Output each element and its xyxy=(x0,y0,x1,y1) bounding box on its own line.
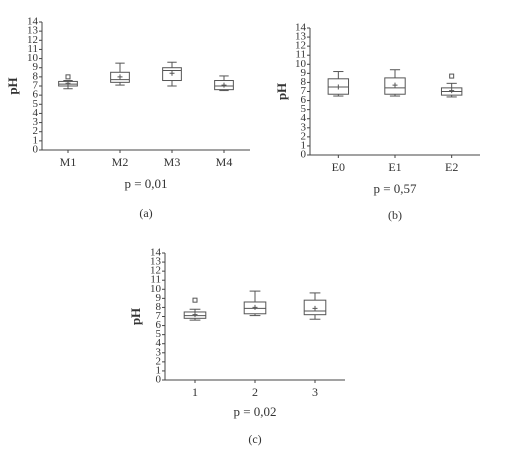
y-tick-label: 6 xyxy=(33,89,39,101)
y-axis-label: pH xyxy=(128,308,143,325)
y-tick-label: 0 xyxy=(301,149,307,161)
outlier xyxy=(65,74,71,80)
annotation: p = 0,57 xyxy=(373,181,417,196)
y-axis-label: pH xyxy=(274,83,289,100)
y-tick-label: 10 xyxy=(295,58,307,70)
y-tick-label: 14 xyxy=(150,247,162,259)
x-tick-label: M4 xyxy=(216,155,233,169)
y-tick-label: 5 xyxy=(33,98,39,110)
y-tick-label: 2 xyxy=(33,125,39,137)
x-tick-label: M3 xyxy=(164,155,181,169)
y-tick-label: 13 xyxy=(150,256,162,268)
y-tick-label: 7 xyxy=(33,80,39,92)
y-tick-label: 0 xyxy=(156,374,162,386)
y-tick-label: 5 xyxy=(156,328,162,340)
mean-marker xyxy=(221,82,227,88)
x-tick-label: 1 xyxy=(192,385,198,399)
y-tick-label: 12 xyxy=(295,40,306,52)
caption: (c) xyxy=(248,432,261,446)
mean-marker xyxy=(312,305,318,311)
y-tick-label: 7 xyxy=(301,85,307,97)
mean-marker xyxy=(252,304,258,310)
x-tick-label: M2 xyxy=(112,155,129,169)
y-tick-label: 13 xyxy=(295,31,307,43)
y-tick-label: 7 xyxy=(156,310,162,322)
y-tick-label: 8 xyxy=(301,76,307,88)
y-tick-label: 0 xyxy=(33,144,39,156)
y-tick-label: 14 xyxy=(295,22,307,34)
y-tick-label: 11 xyxy=(295,49,306,61)
outlier xyxy=(449,73,455,79)
mean-marker xyxy=(117,74,123,80)
y-tick-label: 9 xyxy=(156,292,162,304)
annotation: p = 0,02 xyxy=(233,404,276,419)
x-tick-label: 3 xyxy=(312,385,318,399)
y-tick-label: 12 xyxy=(27,34,38,46)
caption: (b) xyxy=(388,208,402,222)
mean-marker xyxy=(65,80,71,86)
y-tick-label: 14 xyxy=(27,16,39,28)
mean-marker xyxy=(192,312,198,318)
y-tick-label: 2 xyxy=(301,130,307,142)
y-tick-label: 4 xyxy=(301,112,307,124)
y-tick-label: 4 xyxy=(156,337,162,349)
y-tick-label: 6 xyxy=(156,319,162,331)
y-tick-label: 10 xyxy=(150,283,162,295)
y-tick-label: 2 xyxy=(156,355,162,367)
y-tick-label: 1 xyxy=(33,134,39,146)
y-tick-label: 3 xyxy=(33,116,39,128)
y-tick-label: 8 xyxy=(156,301,162,313)
y-tick-label: 3 xyxy=(301,121,307,133)
caption: (a) xyxy=(139,206,152,220)
y-tick-label: 9 xyxy=(301,67,307,79)
x-tick-label: M1 xyxy=(60,155,77,169)
y-tick-label: 10 xyxy=(27,52,39,64)
y-axis-label: pH xyxy=(5,77,20,94)
y-tick-label: 1 xyxy=(156,364,162,376)
mean-marker xyxy=(449,88,455,94)
y-tick-label: 3 xyxy=(156,346,162,358)
x-tick-label: 2 xyxy=(252,385,258,399)
y-tick-label: 13 xyxy=(27,25,39,37)
y-tick-label: 12 xyxy=(150,265,161,277)
outlier xyxy=(192,297,198,303)
x-tick-label: E0 xyxy=(332,160,345,174)
y-tick-label: 8 xyxy=(33,70,39,82)
y-tick-label: 6 xyxy=(301,94,307,106)
y-tick-label: 11 xyxy=(27,43,38,55)
y-tick-label: 11 xyxy=(150,274,161,286)
mean-marker xyxy=(335,84,341,90)
y-tick-label: 9 xyxy=(33,61,39,73)
x-tick-label: E1 xyxy=(388,160,401,174)
annotation: p = 0,01 xyxy=(124,176,167,191)
y-tick-label: 4 xyxy=(33,107,39,119)
mean-marker xyxy=(392,82,398,88)
y-tick-label: 1 xyxy=(301,139,307,151)
x-tick-label: E2 xyxy=(445,160,458,174)
mean-marker xyxy=(169,70,175,76)
y-tick-label: 5 xyxy=(301,103,307,115)
